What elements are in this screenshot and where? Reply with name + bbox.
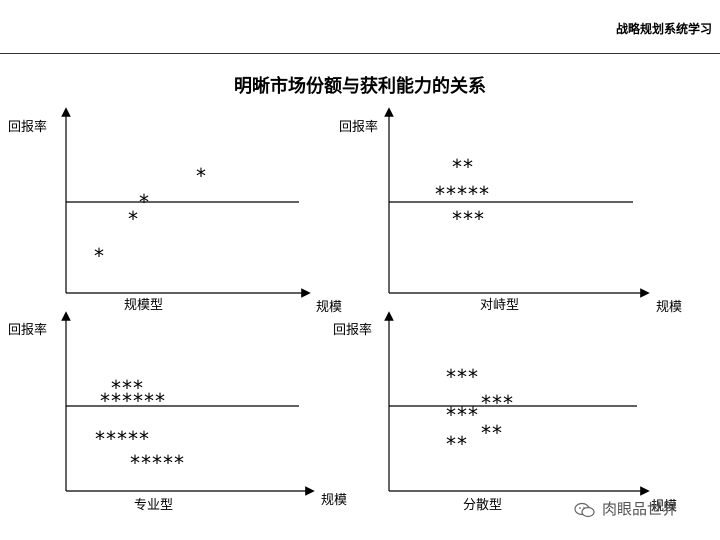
header-title: 战略规划系统学习 <box>615 22 712 36</box>
quadrant-2-name: 对峙型 <box>480 298 520 313</box>
quadrant-3-axes <box>61 311 315 496</box>
watermark: 肉眼品世界 <box>574 498 677 519</box>
quadrant-2-star-mark: ** <box>452 155 474 179</box>
quadrant-4-star-mark: *** <box>481 391 514 415</box>
quadrant-4-axes <box>384 311 650 496</box>
watermark-text: 肉眼品世界 <box>602 500 678 518</box>
quadrant-4-name: 分散型 <box>463 498 503 513</box>
quadrant-4-star-mark: *** <box>446 403 479 427</box>
quadrant-1-y-label: 回报率 <box>8 120 48 135</box>
quadrant-1-star-mark: * <box>196 164 207 188</box>
quadrant-1-star-mark: * <box>94 244 105 268</box>
quadrant-3-star-mark: ***** <box>95 427 150 451</box>
header-divider <box>0 53 720 54</box>
quadrant-4-y-label: 回报率 <box>333 323 373 338</box>
quadrant-2-y-label: 回报率 <box>339 120 379 135</box>
quadrant-1-axes <box>61 107 311 298</box>
quadrant-1-star-mark: * <box>139 190 150 214</box>
quadrant-2-axes <box>384 107 650 298</box>
quadrant-1-star-mark: * <box>128 207 139 231</box>
quadrant-2-x-label: 规模 <box>656 300 683 315</box>
wechat-icon <box>574 502 595 517</box>
quadrant-1-name: 规模型 <box>124 298 164 313</box>
quadrant-3-star-mark: ****** <box>100 389 166 413</box>
quadrant-4-x-label: 规模 <box>651 499 678 514</box>
quadrant-3-star-mark: *** <box>111 376 144 400</box>
quadrant-2-star-mark: *** <box>452 207 485 231</box>
quadrant-2-star-mark: ***** <box>435 182 490 206</box>
quadrant-4-star-mark: ** <box>446 432 468 456</box>
quadrant-4-star-mark: ** <box>481 421 503 445</box>
quadrant-3-name: 专业型 <box>134 498 174 513</box>
quadrant-4-star-mark: *** <box>446 365 479 389</box>
quadrant-3-star-mark: ***** <box>130 451 185 475</box>
quadrant-3-y-label: 回报率 <box>8 323 48 338</box>
quadrant-3-x-label: 规模 <box>321 493 348 508</box>
page-title: 明晰市场份额与获利能力的关系 <box>234 76 486 97</box>
quadrant-1-x-label: 规模 <box>316 300 343 315</box>
